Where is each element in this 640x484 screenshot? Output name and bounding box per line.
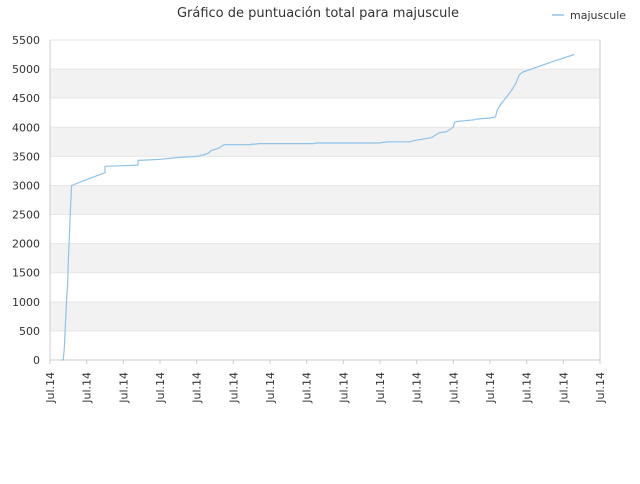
y-axis-ticks: 0 500 1000 1500 2000 2500 3000 3500 4000 4500 5000…: [12, 34, 40, 367]
series-layer: [61, 53, 575, 361]
y-tick-label: 1000: [12, 296, 40, 309]
x-tick-label: Jul.14: [337, 372, 350, 404]
x-tick-label: Jul.14: [191, 372, 204, 404]
y-tick-label: 4000: [12, 121, 40, 134]
chart-title: Gráfico de puntuación total para majuscu…: [177, 6, 459, 21]
x-tick-label: Jul.14: [154, 372, 167, 404]
x-tick-label: Jul.14: [411, 372, 424, 404]
y-tick-label: 0: [33, 354, 40, 367]
y-tick-label: 500: [19, 325, 40, 338]
background-bands: [50, 69, 600, 331]
y-tick-label: 3500: [12, 150, 40, 163]
y-tick-label: 5000: [12, 63, 40, 76]
axes: [49, 40, 601, 361]
x-tick-label: Jul.14: [44, 372, 57, 404]
y-tick-label: 2500: [12, 209, 40, 222]
x-tick-label: Jul.14: [594, 372, 607, 404]
x-tick-label: Jul.14: [264, 372, 277, 404]
legend[interactable]: majuscule: [552, 9, 626, 22]
legend-label-majuscule: majuscule: [570, 9, 626, 22]
band: [50, 243, 600, 273]
x-tick-label: Jul.14: [557, 372, 570, 404]
y-tick-label: 5500: [12, 34, 40, 47]
y-tick-label: 1500: [12, 267, 40, 280]
series-line-majuscule: [61, 53, 575, 361]
x-tick-label: Jul.14: [374, 372, 387, 404]
x-tick-label: Jul.14: [117, 372, 130, 404]
band: [50, 185, 600, 215]
y-tick-label: 4500: [12, 92, 40, 105]
y-tick-label: 3000: [12, 179, 40, 192]
x-tick-label: Jul.14: [301, 372, 314, 404]
band: [50, 127, 600, 157]
x-tick-label: Jul.14: [521, 372, 534, 404]
x-axis-ticks: Jul.14 Jul.14 Jul.14 Jul.14 Jul.14 Jul.14 Jul.…: [44, 360, 607, 404]
x-tick-label: Jul.14: [484, 372, 497, 404]
gridlines: [50, 39, 600, 361]
x-tick-label: Jul.14: [447, 372, 460, 404]
y-tick-label: 2000: [12, 238, 40, 251]
band: [50, 301, 600, 331]
x-tick-label: Jul.14: [227, 372, 240, 404]
band: [50, 69, 600, 99]
x-tick-label: Jul.14: [81, 372, 94, 404]
